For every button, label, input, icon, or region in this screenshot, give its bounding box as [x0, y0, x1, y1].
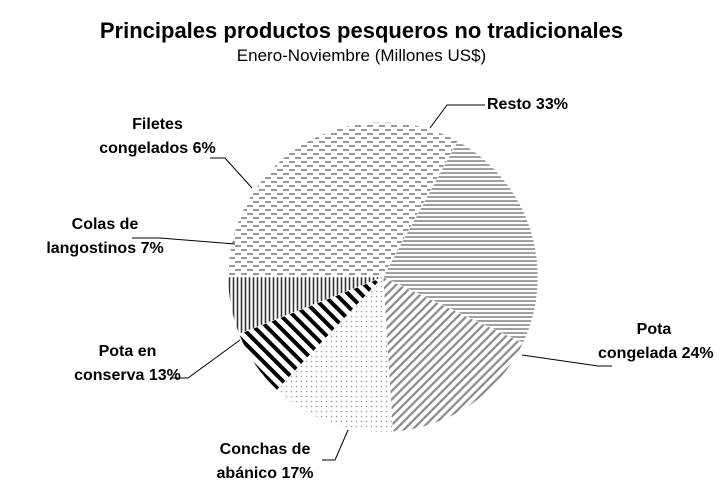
category-label: Colas de langostinos — [46, 216, 139, 257]
slice-label: Pota en conserva 13% — [70, 340, 185, 388]
value-label: 7% — [140, 240, 164, 257]
slice-label: Filetes congelados 6% — [95, 113, 220, 161]
leader-line — [210, 157, 253, 189]
chart-title: Principales productos pesqueros no tradi… — [99, 18, 624, 43]
slice-label: Conchas de abánico 17% — [200, 438, 330, 484]
value-label: 24% — [681, 345, 714, 362]
pie-slice — [227, 276, 384, 335]
slice-label: Pota congelada 24% — [598, 318, 714, 366]
leader-line — [170, 339, 241, 379]
pie-slice — [382, 140, 539, 344]
pie-slice — [276, 276, 393, 433]
leader-lines — [132, 104, 612, 461]
pie-slice — [227, 121, 459, 278]
leader-line — [322, 429, 349, 461]
value-label: 13% — [148, 367, 181, 384]
category-label: Conchas de abánico — [216, 441, 311, 482]
value-label: 6% — [192, 140, 216, 157]
leader-line — [429, 104, 485, 129]
category-label: Pota congelada — [598, 321, 678, 362]
chart-subtitle: Enero-Noviembre (Millones US$) — [236, 46, 487, 65]
category-label: Filetes congelados — [99, 116, 189, 157]
leader-line — [132, 237, 236, 245]
value-label: 33% — [535, 96, 568, 113]
value-label: 17% — [281, 465, 314, 482]
pie-slice — [382, 276, 524, 432]
slice-label: Resto 33% — [487, 93, 568, 117]
leader-line — [521, 354, 612, 367]
category-label: Pota en conserva — [74, 343, 157, 384]
category-label: Resto — [487, 96, 532, 113]
slice-label: Colas de langostinos 7% — [40, 213, 170, 261]
